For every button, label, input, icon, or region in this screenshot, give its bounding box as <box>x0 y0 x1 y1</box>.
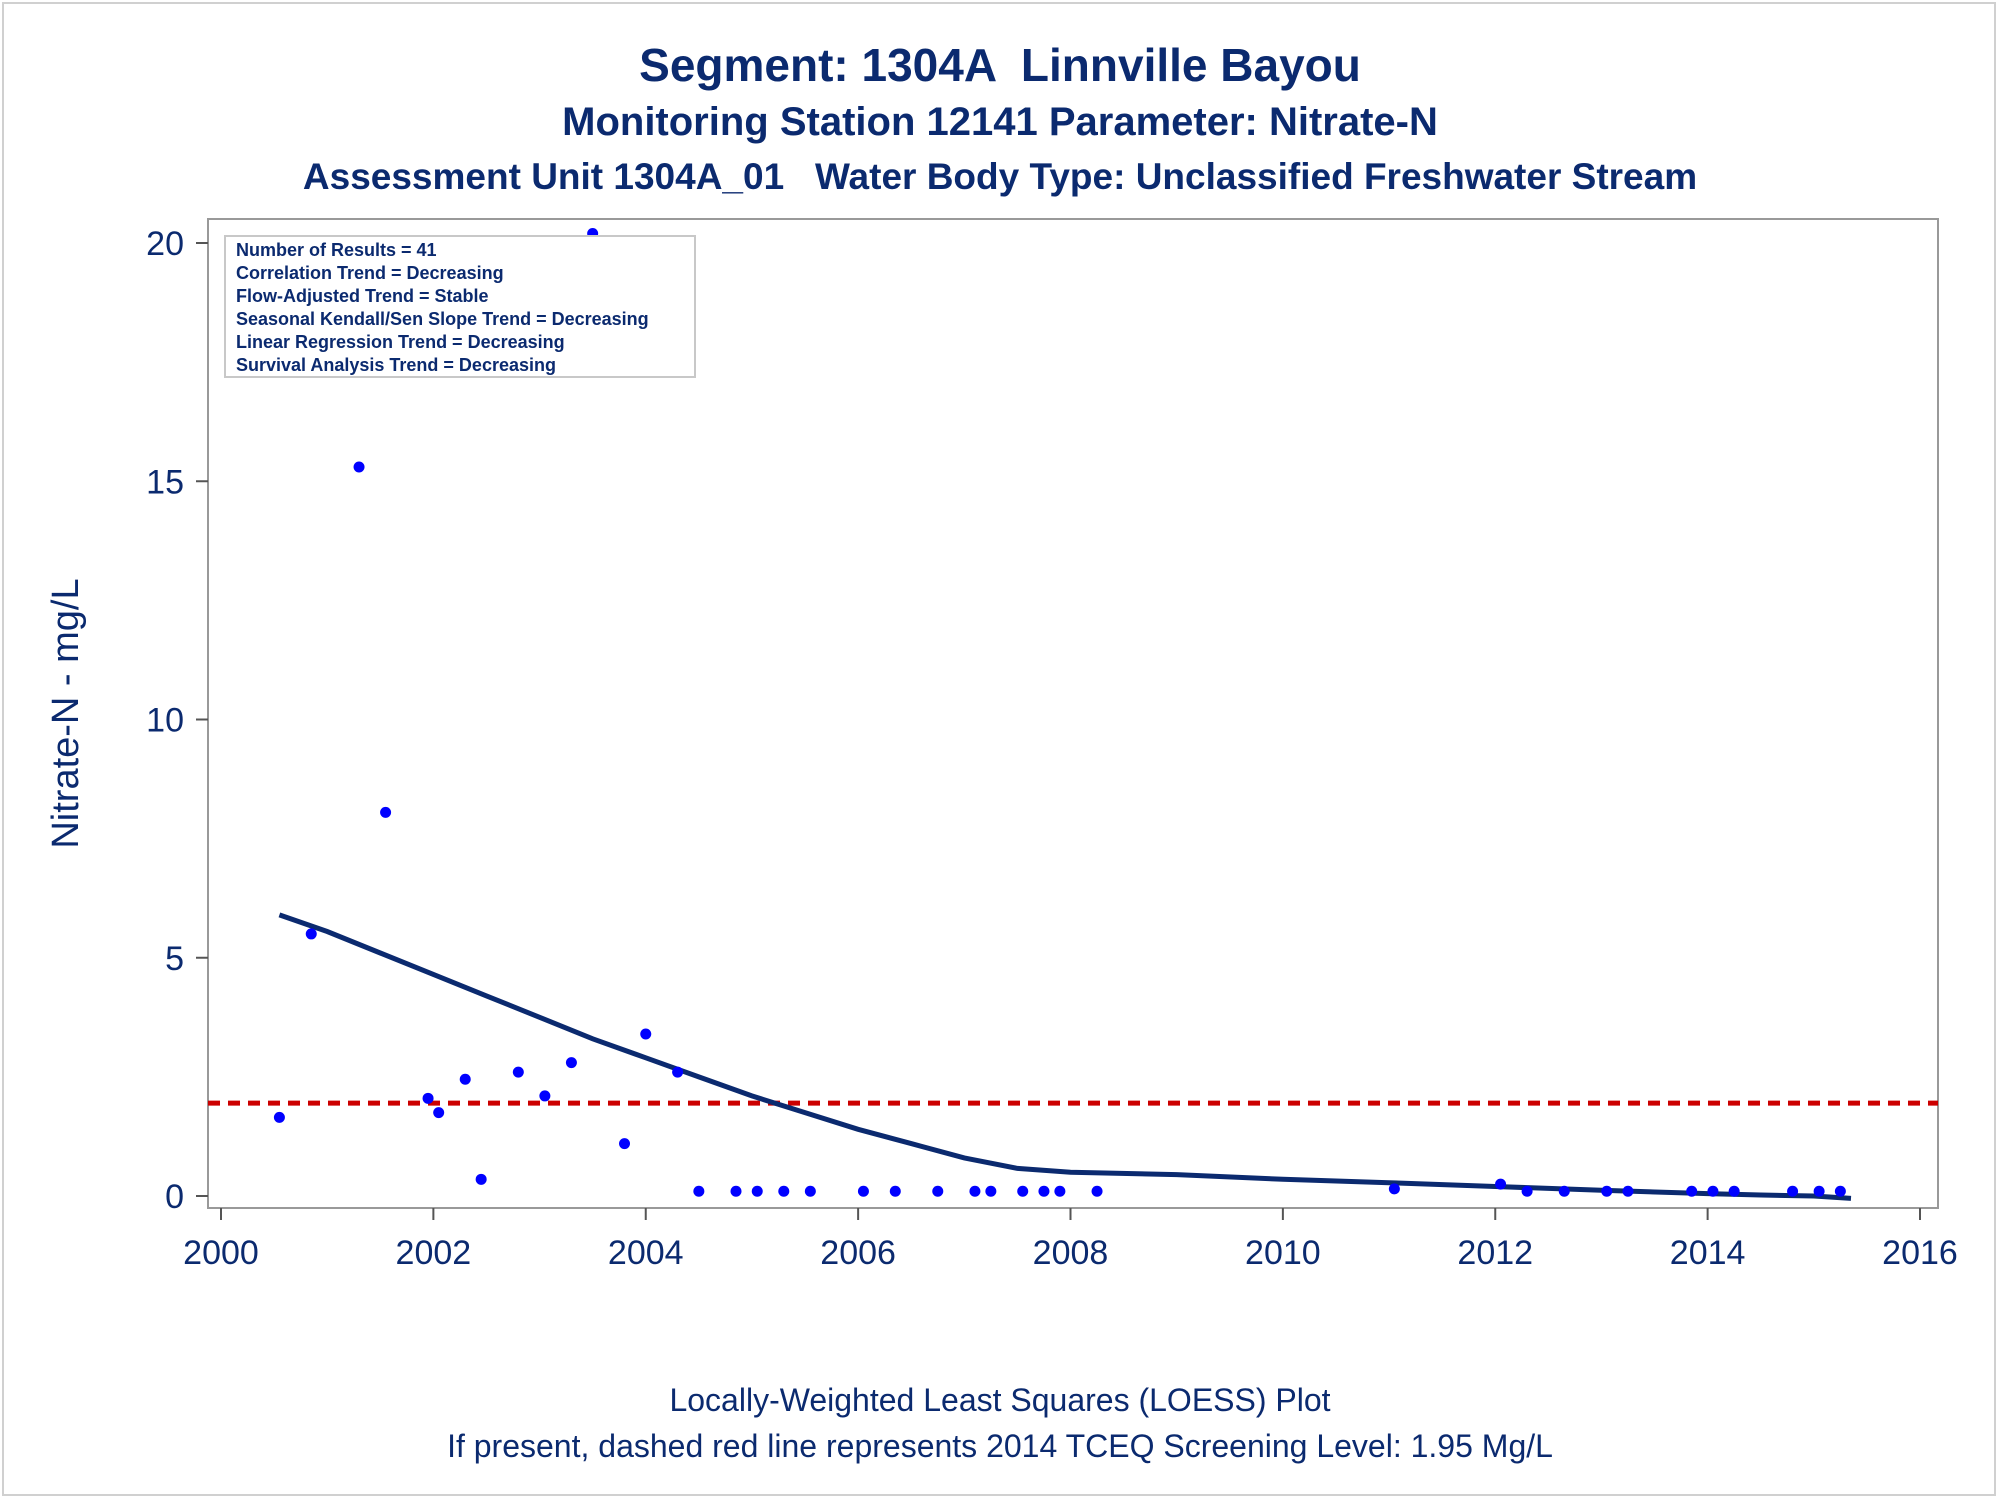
data-point <box>672 1066 684 1078</box>
x-tick-label: 2012 <box>1457 1234 1533 1272</box>
footnote-screening: If present, dashed red line represents 2… <box>447 1428 1553 1464</box>
data-point <box>889 1185 901 1197</box>
trend-summary-line: Number of Results = 41 <box>236 240 437 260</box>
x-tick-label: 2006 <box>820 1234 896 1272</box>
data-points <box>273 227 1846 1197</box>
data-point <box>778 1185 790 1197</box>
data-point <box>1787 1185 1799 1197</box>
data-point <box>1601 1185 1613 1197</box>
data-point <box>305 928 317 940</box>
data-point <box>985 1185 997 1197</box>
axes: 2000 2002 2004 2006 2008 2010 2012 2014 2016 0 5 10… <box>146 225 1958 1272</box>
data-point <box>475 1173 487 1185</box>
data-point <box>1728 1185 1740 1197</box>
trend-summary-line: Survival Analysis Trend = Decreasing <box>236 355 556 375</box>
data-point <box>1495 1178 1507 1190</box>
plot-area <box>207 218 1939 1209</box>
data-point <box>640 1028 652 1040</box>
data-point <box>1091 1185 1103 1197</box>
data-point <box>693 1185 705 1197</box>
data-point <box>1834 1185 1846 1197</box>
data-point <box>619 1138 631 1150</box>
data-point <box>804 1185 816 1197</box>
x-tick-label: 2008 <box>1033 1234 1109 1272</box>
footnote-loess: Locally-Weighted Least Squares (LOESS) P… <box>669 1382 1331 1418</box>
y-tick-label: 20 <box>146 225 184 263</box>
data-point <box>380 806 392 818</box>
y-tick-label: 15 <box>146 463 184 501</box>
trend-summary-line: Linear Regression Trend = Decreasing <box>236 332 565 352</box>
trend-summary-line: Flow-Adjusted Trend = Stable <box>236 286 489 306</box>
data-point <box>422 1092 434 1104</box>
data-point <box>969 1185 981 1197</box>
data-point <box>857 1185 869 1197</box>
data-point <box>565 1057 577 1069</box>
data-point <box>1017 1185 1029 1197</box>
data-point <box>512 1066 524 1078</box>
data-point <box>1521 1185 1533 1197</box>
trend-summary-line: Correlation Trend = Decreasing <box>236 263 504 283</box>
data-point <box>730 1185 742 1197</box>
y-tick-label: 0 <box>165 1178 184 1216</box>
data-point <box>1686 1185 1698 1197</box>
x-tick-label: 2000 <box>183 1234 259 1272</box>
data-point <box>353 461 365 473</box>
data-point <box>273 1111 285 1123</box>
trend-summary-frame <box>224 235 696 378</box>
data-point <box>932 1185 944 1197</box>
x-tick-label: 2004 <box>608 1234 684 1272</box>
data-point <box>433 1107 445 1119</box>
x-tick-label: 2016 <box>1882 1234 1958 1272</box>
data-point <box>1558 1185 1570 1197</box>
x-tick-label: 2002 <box>396 1234 472 1272</box>
data-point <box>1388 1183 1400 1195</box>
data-point <box>539 1090 551 1102</box>
chart-subtitle-2: Assessment Unit 1304A_01 Water Body Type… <box>302 156 1698 197</box>
y-axis-label: Nitrate-N - mg/L <box>45 578 87 848</box>
chart-title: Segment: 1304A Linnville Bayou <box>639 39 1361 91</box>
trend-summary-line: Seasonal Kendall/Sen Slope Trend = Decre… <box>236 309 649 329</box>
data-point <box>751 1185 763 1197</box>
data-point <box>1622 1185 1634 1197</box>
loess-curve <box>278 912 1852 1201</box>
x-tick-label: 2014 <box>1670 1234 1746 1272</box>
data-point <box>459 1073 471 1085</box>
y-tick-label: 10 <box>146 702 184 740</box>
data-point <box>1707 1185 1719 1197</box>
x-tick-label: 2010 <box>1245 1234 1321 1272</box>
trend-summary-box: Number of Results = 41 Correlation Trend … <box>224 235 696 378</box>
y-tick-label: 5 <box>165 940 184 978</box>
data-point <box>1813 1185 1825 1197</box>
chart-subtitle: Monitoring Station 12141 Parameter: Nitr… <box>562 100 1438 144</box>
data-point <box>1054 1185 1066 1197</box>
data-point <box>1038 1185 1050 1197</box>
